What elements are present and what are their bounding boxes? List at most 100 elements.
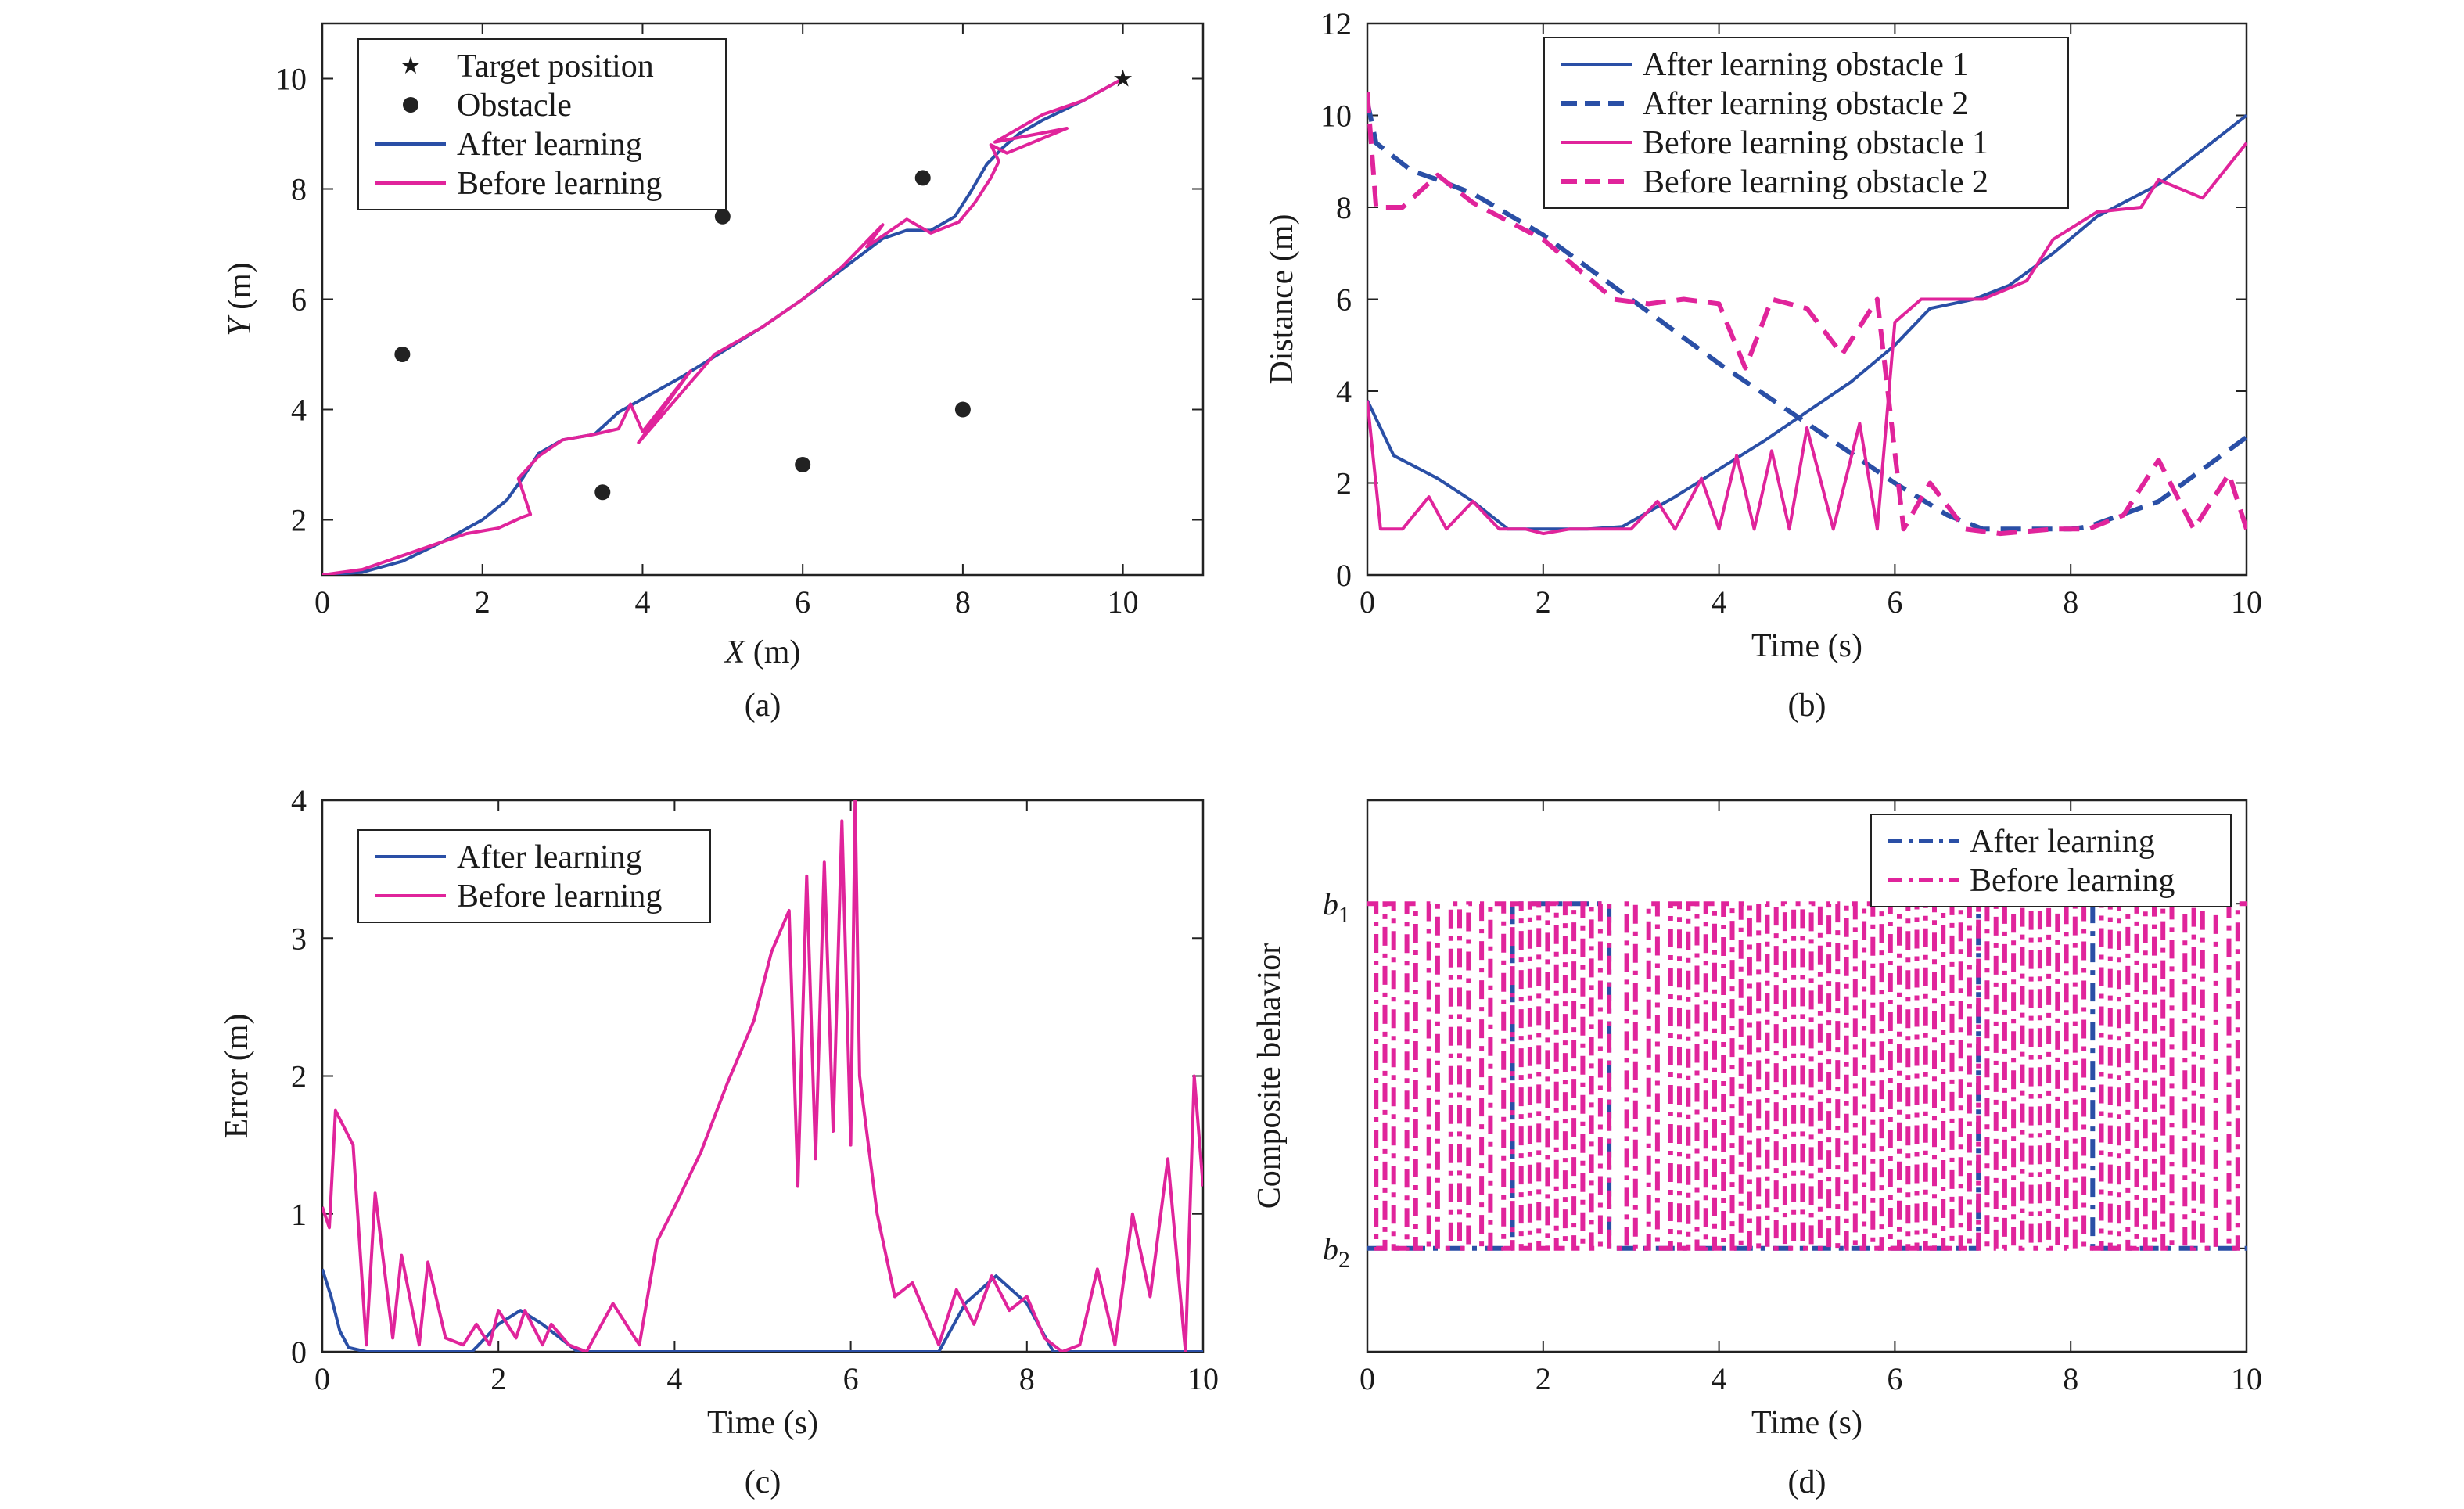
obstacle-marker	[914, 170, 931, 186]
x-tick-label: 10	[1187, 1361, 1219, 1396]
x-tick-label: 4	[1712, 584, 1727, 620]
y-tick-label: 6	[1336, 282, 1352, 318]
obstacle-marker	[795, 457, 811, 472]
plot-area	[1367, 901, 2247, 1251]
panel-caption: (b)	[1788, 688, 1826, 724]
x-tick-label: 2	[490, 1361, 506, 1396]
x-tick-label: 10	[2231, 1361, 2262, 1396]
panel-b: 0 2 4 6 8 10 0 2 4 6 8 10 12 Time (s) Distance (m) (b) A…	[1264, 6, 2262, 724]
series-line	[1367, 901, 2247, 1251]
x-tick-label: 10	[1108, 584, 1139, 620]
x-tick-label: 6	[1887, 1361, 1902, 1396]
legend-box	[1543, 37, 2069, 209]
series-line	[322, 77, 1124, 575]
y-tick-label: 8	[291, 172, 307, 207]
y-tick-label: b2	[1323, 1231, 1350, 1273]
legend-label: After learning obstacle 1	[1643, 47, 1968, 83]
series-line	[1367, 101, 2247, 532]
plot-area	[322, 77, 1124, 575]
legend-label: Before learning obstacle 1	[1643, 125, 1988, 161]
y-tick-label: 2	[291, 1059, 307, 1094]
x-tick-label: 4	[1712, 1361, 1727, 1396]
y-tick-label: b1	[1323, 886, 1350, 928]
y-tick-label: 12	[1320, 6, 1352, 41]
series-line	[322, 1268, 1203, 1352]
legend-label: Before learning	[457, 878, 662, 914]
legend-label: Before learning	[457, 166, 662, 202]
legend-label: After learning	[457, 839, 642, 875]
x-tick-label: 2	[1536, 584, 1551, 620]
y-tick-label: 3	[291, 921, 307, 956]
legend-label: After learning	[1970, 824, 2155, 860]
x-tick-label: 8	[955, 584, 971, 620]
series-line	[1367, 901, 2247, 1251]
y-tick-label: 1	[291, 1197, 307, 1232]
legend-star-icon: ★	[400, 53, 422, 79]
x-axis-label: Time (s)	[1751, 1405, 1862, 1441]
y-tick-label: 8	[1336, 190, 1352, 225]
y-axis-label: Distance (m)	[1264, 214, 1300, 384]
legend-label: Before learning obstacle 2	[1643, 164, 1988, 200]
y-tick-label: 6	[291, 282, 307, 318]
y-axis-label: Composite behavior	[1252, 943, 1288, 1209]
y-axis-label: Error (m)	[219, 1014, 255, 1139]
panel-caption: (a)	[745, 688, 781, 724]
x-axis-label: X (m)	[724, 634, 801, 670]
x-tick-label: 0	[1360, 1361, 1375, 1396]
obstacle-marker	[714, 208, 731, 225]
x-tick-label: 6	[843, 1361, 859, 1396]
panel-d: 0 2 4 6 8 10 b1 b2 Time (s) Composite behavior (d)…	[1252, 799, 2262, 1500]
target-star-icon: ★	[1112, 66, 1133, 92]
y-tick-label: 2	[291, 503, 307, 538]
legend-label: Target position	[457, 49, 654, 84]
x-tick-label: 0	[1360, 584, 1375, 620]
legend-box	[357, 829, 711, 923]
obstacle-marker	[594, 484, 611, 501]
x-tick-label: 2	[475, 584, 490, 620]
legend-dot-icon	[403, 97, 418, 113]
x-axis-label: Time (s)	[707, 1405, 818, 1441]
obstacle-marker	[954, 401, 971, 418]
plot-area	[322, 800, 1203, 1352]
legend-label: Obstacle	[457, 88, 572, 124]
x-axis-label: Time (s)	[1751, 628, 1862, 664]
legend-label: After learning obstacle 2	[1643, 86, 1968, 122]
x-tick-label: 6	[1887, 584, 1902, 620]
y-tick-label: 10	[1320, 99, 1352, 134]
x-tick-label: 4	[666, 1361, 682, 1396]
y-axis-label: Y (m)	[222, 262, 258, 336]
y-tick-label: 4	[291, 393, 307, 428]
legend-label: After learning	[457, 127, 642, 163]
series-line	[1367, 92, 2247, 537]
x-tick-label: 2	[1536, 1361, 1551, 1396]
x-tick-label: 8	[2063, 1361, 2078, 1396]
legend-label: Before learning	[1970, 863, 2175, 899]
y-tick-label: 0	[291, 1335, 307, 1370]
panel-c: 0 2 4 6 8 10 0 1 2 3 4 Time (s) Error (m) (c) After le…	[219, 783, 1219, 1500]
x-tick-label: 4	[634, 584, 650, 620]
panel-caption: (c)	[745, 1464, 781, 1500]
obstacle-marker	[394, 347, 411, 362]
y-tick-label: 2	[1336, 466, 1352, 501]
x-tick-label: 0	[314, 1361, 330, 1396]
y-tick-label: 4	[1336, 374, 1352, 409]
y-tick-label: 4	[291, 783, 307, 818]
panel-caption: (d)	[1788, 1464, 1826, 1500]
x-tick-label: 8	[1019, 1361, 1035, 1396]
plot-area	[1367, 92, 2247, 537]
y-tick-label: 10	[275, 62, 307, 97]
legend-box	[1870, 814, 2232, 907]
series-line	[1367, 142, 2247, 536]
x-tick-label: 10	[2231, 584, 2262, 620]
series-line	[322, 800, 1203, 1352]
x-tick-label: 8	[2063, 584, 2078, 620]
legend-box	[357, 38, 727, 210]
x-tick-label: 0	[314, 584, 330, 620]
y-tick-label: 0	[1336, 558, 1352, 593]
x-tick-label: 6	[795, 584, 810, 620]
